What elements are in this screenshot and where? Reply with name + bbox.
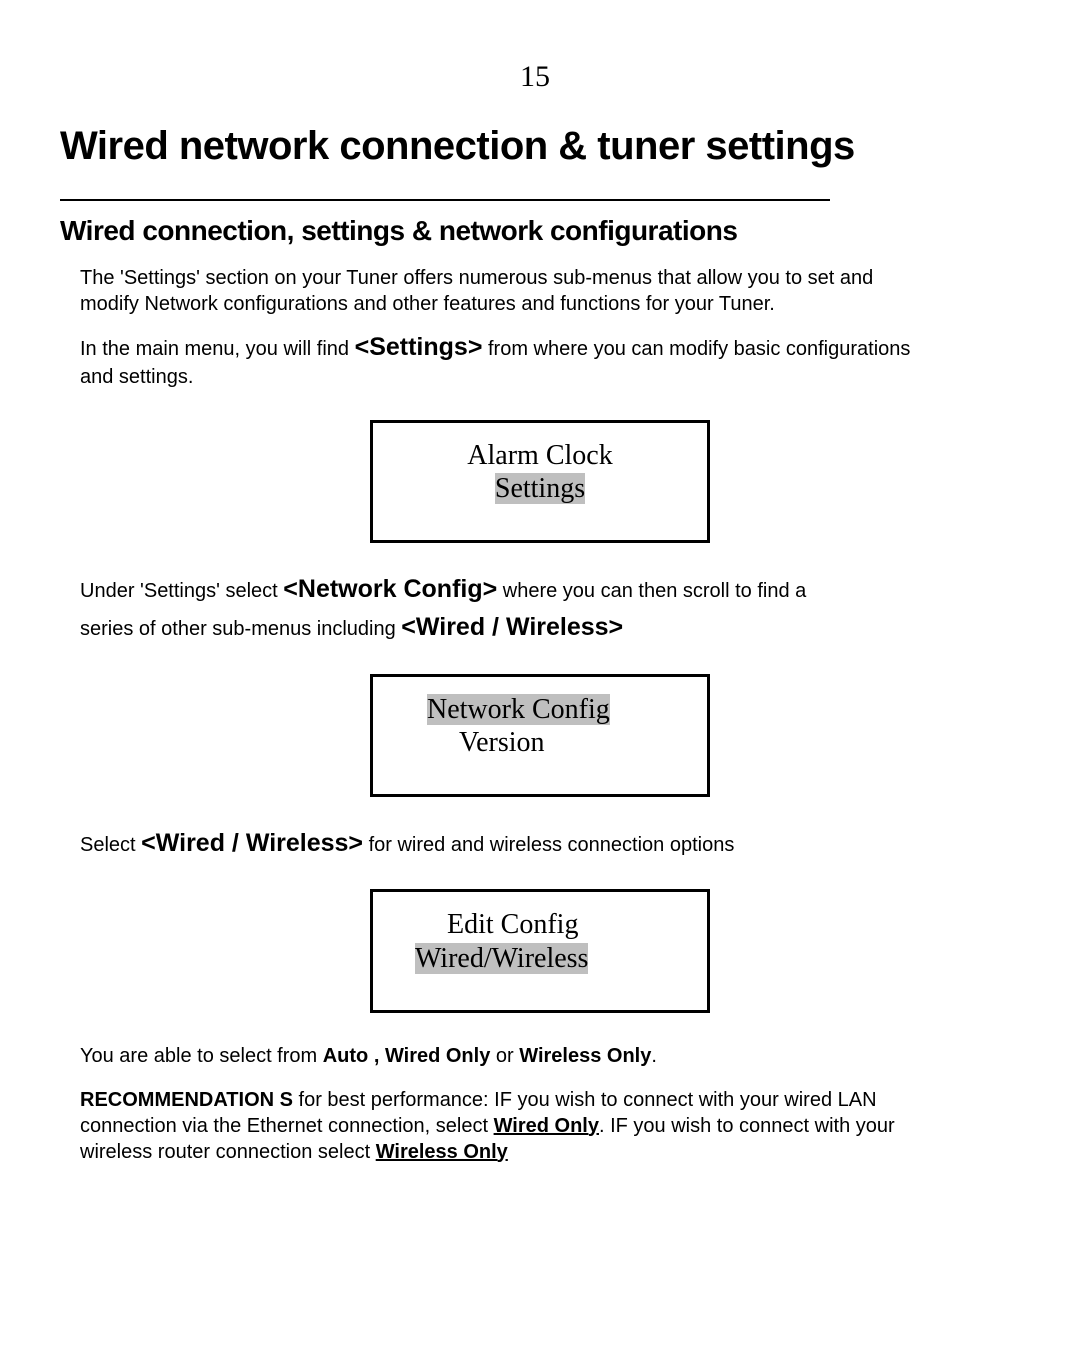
highlighted-text: Settings xyxy=(495,473,585,504)
tuner-screen-network-config: Network Config Version xyxy=(370,674,710,797)
screen-line: Edit Config xyxy=(427,908,697,942)
page-number: 15 xyxy=(60,60,1010,94)
screen-line-selected: Wired/Wireless xyxy=(415,942,697,976)
text-fragment: You are able to select from xyxy=(80,1045,323,1067)
highlighted-text: Network Config xyxy=(427,694,610,725)
text-fragment: Under 'Settings' select xyxy=(80,580,283,602)
section-subheading: Wired connection, settings & network con… xyxy=(60,215,1010,247)
highlighted-text: Wired/Wireless xyxy=(415,943,588,974)
body-content: The 'Settings' section on your Tuner off… xyxy=(60,265,1010,1165)
screen-line: Version xyxy=(427,726,697,760)
text-fragment: or xyxy=(490,1045,519,1067)
horizontal-rule xyxy=(60,199,830,201)
screen-line: Alarm Clock xyxy=(383,439,697,473)
bold-text: Auto , Wired Only xyxy=(323,1045,491,1067)
text-fragment: where you can then scroll to find a xyxy=(497,580,806,602)
menu-tag-wired-wireless: <Wired / Wireless> xyxy=(401,613,623,641)
text-fragment: . xyxy=(651,1045,657,1067)
bold-text: Wireless Only xyxy=(519,1045,651,1067)
text-fragment: Select xyxy=(80,834,141,856)
screen-line-selected: Network Config xyxy=(427,693,697,727)
underlined-bold-text: Wireless Only xyxy=(376,1141,508,1163)
tuner-screen-settings: Alarm Clock Settings xyxy=(370,420,710,543)
document-page: 15 Wired network connection & tuner sett… xyxy=(0,0,1080,1367)
paragraph-network-config-2: series of other sub-menus including <Wir… xyxy=(80,611,930,644)
paragraph-network-config-1: Under 'Settings' select <Network Config>… xyxy=(80,573,930,606)
recommendations-label: RECOMMENDATION S xyxy=(80,1089,293,1111)
text-fragment: for wired and wireless connection option… xyxy=(363,834,734,856)
paragraph-recommendations: RECOMMENDATION S for best performance: I… xyxy=(80,1087,930,1165)
menu-tag-settings: <Settings> xyxy=(355,333,483,361)
tuner-screen-wired-wireless: Edit Config Wired/Wireless xyxy=(370,889,710,1012)
page-title: Wired network connection & tuner setting… xyxy=(60,124,1010,169)
underlined-bold-text: Wired Only xyxy=(494,1115,599,1137)
paragraph-wired-wireless-select: Select <Wired / Wireless> for wired and … xyxy=(80,827,930,860)
paragraph-select-options: You are able to select from Auto , Wired… xyxy=(80,1043,930,1069)
screen-line-selected: Settings xyxy=(383,472,697,506)
menu-tag-wired-wireless: <Wired / Wireless> xyxy=(141,829,363,857)
paragraph-settings-menu: In the main menu, you will find <Setting… xyxy=(80,331,930,390)
paragraph-intro: The 'Settings' section on your Tuner off… xyxy=(80,265,930,317)
text-fragment: In the main menu, you will find xyxy=(80,338,355,360)
text-fragment: series of other sub-menus including xyxy=(80,618,401,640)
menu-tag-network-config: <Network Config> xyxy=(283,575,497,603)
